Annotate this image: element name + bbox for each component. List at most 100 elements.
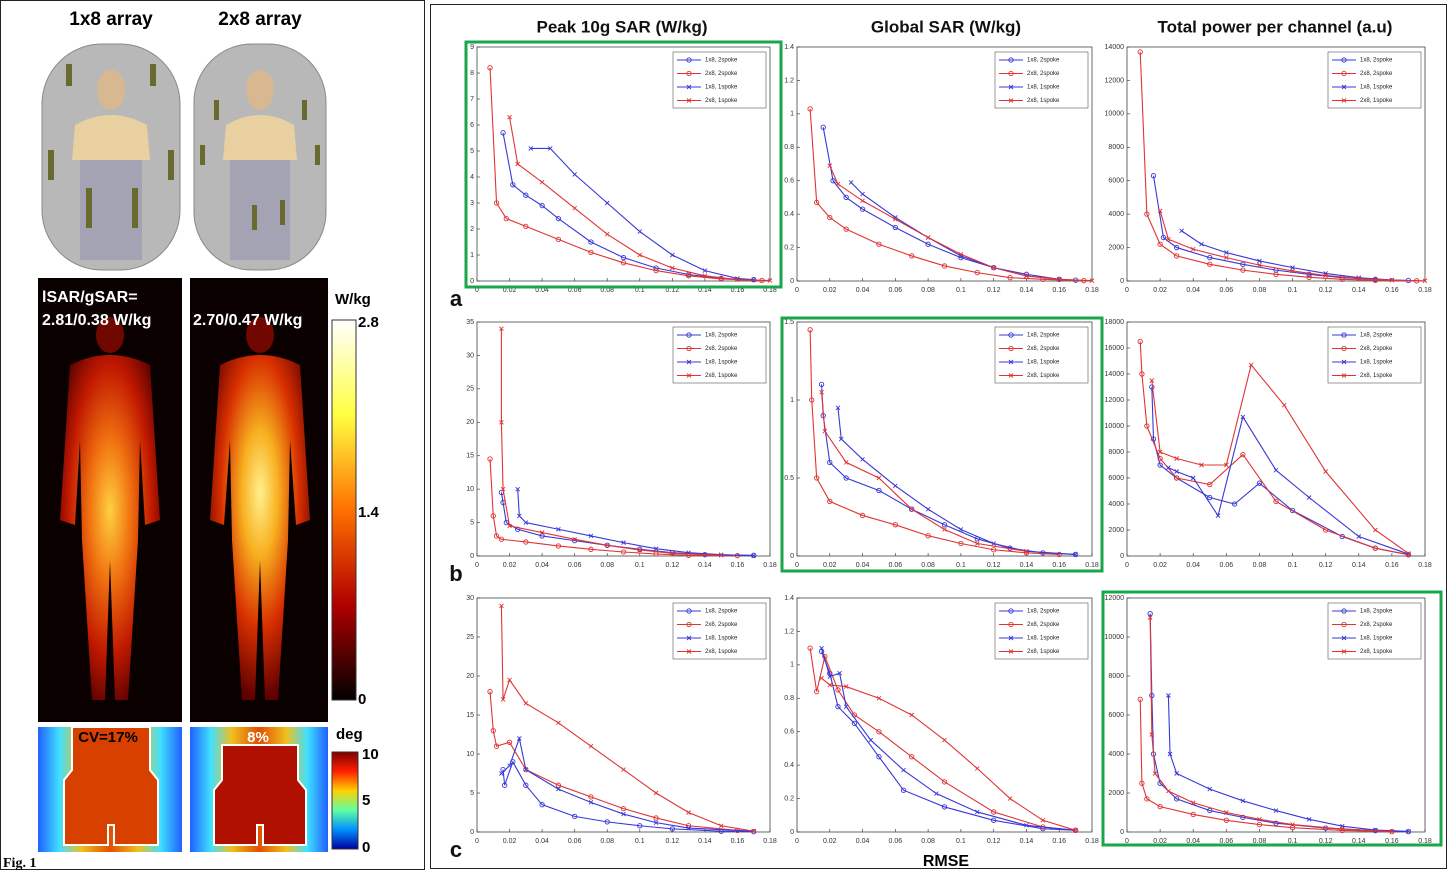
x-tick-label: 0.1: [956, 838, 966, 845]
point: [621, 540, 626, 545]
point: [876, 695, 882, 701]
legend-marker: [1008, 70, 1014, 77]
y-tick-label: 12000: [1105, 77, 1125, 84]
y-tick-label: 0: [790, 553, 794, 560]
point: [499, 771, 504, 776]
x-tick-label: 0.18: [1418, 838, 1432, 845]
point: [1139, 780, 1145, 786]
point: [1157, 208, 1163, 214]
x-tick-label: 0.1: [1288, 287, 1298, 294]
point: [1406, 829, 1411, 834]
point: [499, 326, 504, 332]
point: [1224, 250, 1229, 255]
x-tick-label: 0.18: [1085, 287, 1099, 294]
point: [843, 704, 849, 709]
series-line: [809, 329, 1060, 555]
point: [822, 428, 828, 434]
legend-label: 2x8, 2spoke: [1360, 622, 1393, 628]
right-frame: [430, 4, 1447, 869]
y-tick-label: 8000: [1108, 673, 1124, 680]
legend-marker: [1341, 373, 1347, 378]
point: [1199, 462, 1204, 468]
line-chart: 0 0.02 0.04 0.06 0.08 0.1 0.12 0.14 0.16 0.18 0 200…: [1101, 590, 1443, 847]
legend-label: 1x8, 1spoke: [1027, 360, 1060, 366]
legend-label: 2x8, 2spoke: [705, 346, 738, 352]
series-line: [821, 651, 1076, 831]
y-tick-label: 1: [790, 662, 794, 669]
series-line: [829, 165, 1093, 282]
point: [572, 536, 577, 542]
point: [876, 487, 882, 494]
y-tick-label: 0.8: [784, 144, 794, 151]
y-tick-label: 1: [790, 111, 794, 118]
point: [1056, 277, 1062, 282]
x-tick-label: 0.06: [889, 562, 903, 569]
point: [1152, 771, 1158, 776]
point: [1040, 817, 1046, 823]
sar-label: lSAR/gSAR=: [42, 289, 138, 306]
point: [1215, 513, 1221, 519]
point: [503, 215, 509, 222]
legend-label: 1x8, 1spoke: [705, 636, 738, 642]
point: [1207, 481, 1213, 488]
y-tick-label: 7: [470, 96, 474, 103]
series-line: [489, 459, 738, 557]
point: [1174, 771, 1179, 776]
series-line: [501, 736, 754, 832]
legend-marker: [1008, 57, 1014, 63]
legend-marker: [1341, 359, 1347, 365]
point: [974, 766, 980, 771]
point: [835, 405, 841, 411]
x-tick-label: 0.08: [1253, 287, 1267, 294]
legend-label: 2x8, 1spoke: [705, 373, 738, 379]
x-tick-label: 0.02: [503, 562, 517, 569]
point: [942, 737, 947, 743]
point: [991, 265, 996, 270]
legend-marker: [686, 345, 692, 352]
point: [1179, 228, 1184, 234]
x-tick-label: 0: [475, 838, 479, 845]
point: [1273, 498, 1279, 505]
legend-marker: [1008, 84, 1014, 90]
model-1x8: [40, 40, 182, 272]
point: [991, 547, 997, 553]
phase-map-1x8: [38, 726, 182, 852]
point: [1257, 258, 1262, 264]
point: [572, 537, 578, 544]
cv-label: 8%: [247, 729, 269, 746]
y-tick-label: 10000: [1105, 111, 1125, 118]
point: [1223, 817, 1229, 823]
point: [876, 241, 882, 247]
point: [1389, 277, 1395, 283]
x-tick-label: 0.04: [856, 562, 870, 569]
point: [1166, 788, 1171, 794]
legend-marker: [686, 608, 692, 614]
point: [556, 526, 561, 532]
point: [941, 804, 948, 810]
point: [1157, 804, 1163, 810]
point: [523, 192, 529, 198]
point: [523, 782, 529, 788]
point: [1024, 549, 1029, 554]
point: [1137, 49, 1143, 55]
legend-marker: [1341, 345, 1347, 352]
point: [1422, 278, 1428, 284]
point: [860, 191, 865, 197]
legend-marker: [1008, 621, 1014, 628]
legend-marker: [1008, 98, 1014, 103]
point: [1207, 786, 1213, 792]
point: [893, 216, 898, 222]
x-tick-label: 0: [475, 287, 479, 294]
x-tick-label: 0.04: [1186, 287, 1200, 294]
point: [653, 790, 659, 796]
x-tick-label: 0.12: [666, 562, 680, 569]
point: [1157, 449, 1163, 455]
point: [909, 754, 915, 760]
point: [718, 276, 724, 282]
point: [1373, 827, 1378, 833]
point: [637, 823, 643, 829]
point: [1323, 527, 1329, 533]
point: [1089, 278, 1095, 283]
point: [572, 205, 577, 211]
point: [860, 198, 865, 204]
